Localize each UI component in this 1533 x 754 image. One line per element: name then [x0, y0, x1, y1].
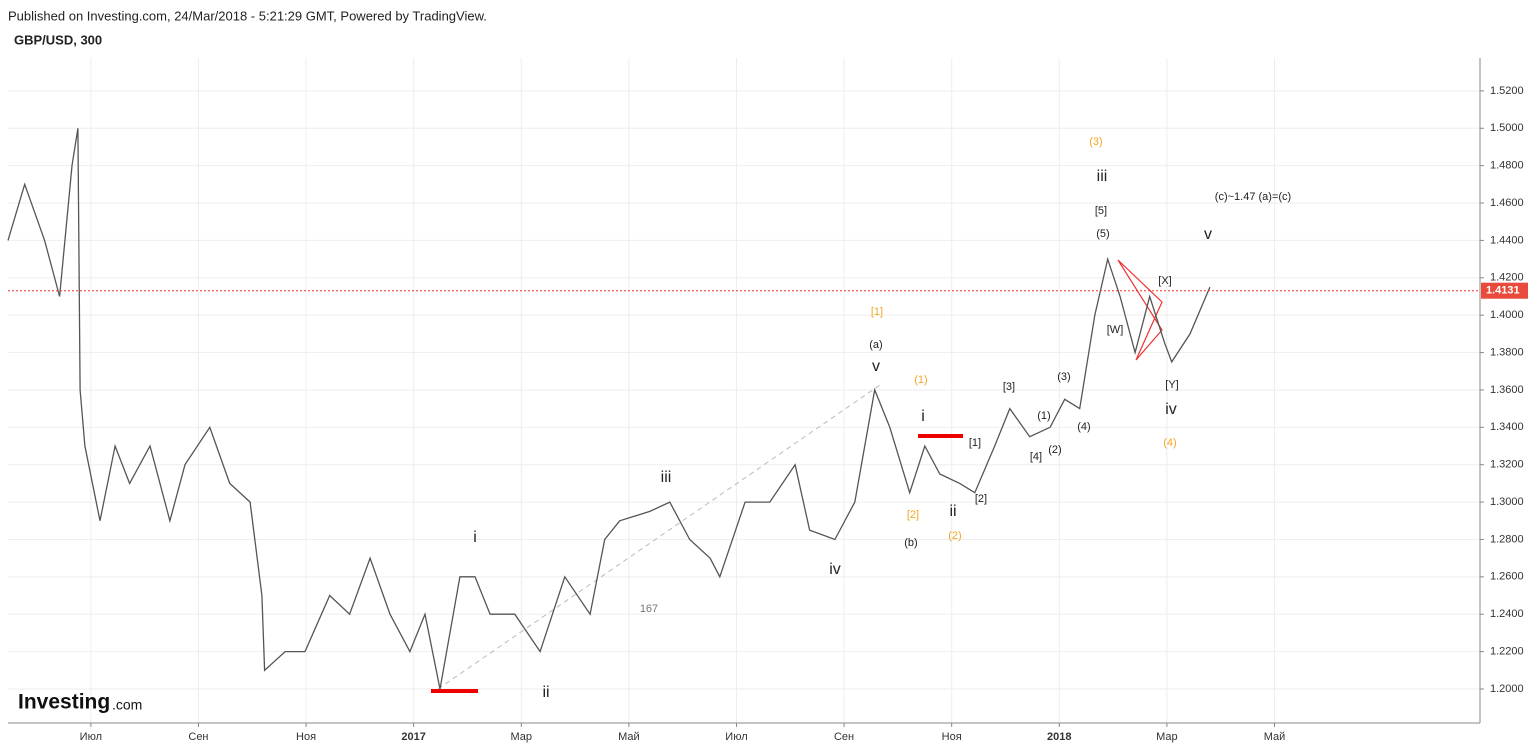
- x-tick-label: Июл: [80, 731, 102, 743]
- wave-label: (4): [1077, 421, 1090, 433]
- y-tick-label: 1.3000: [1490, 496, 1524, 508]
- y-tick-label: 1.2400: [1490, 608, 1524, 620]
- wave-label: i: [921, 408, 925, 425]
- y-tick-label: 1.3600: [1490, 384, 1524, 396]
- y-tick-label: 1.3400: [1490, 421, 1524, 433]
- y-tick-label: 1.3800: [1490, 346, 1524, 358]
- wave-label: [Y]: [1165, 379, 1178, 391]
- x-tick-label: Май: [618, 731, 640, 743]
- wave-label: [1]: [969, 437, 981, 449]
- wave-label: (2): [1048, 444, 1061, 456]
- logo: Investing: [18, 691, 110, 714]
- wave-label: 167: [640, 603, 658, 615]
- y-tick-label: 1.5200: [1490, 85, 1524, 97]
- wave-label: (5): [1096, 228, 1109, 240]
- wave-label: iv: [1165, 401, 1177, 418]
- wave-label: ii: [949, 503, 956, 520]
- wave-label: [W]: [1107, 324, 1124, 336]
- wave-label: [2]: [907, 509, 919, 521]
- wave-label: (b): [904, 537, 917, 549]
- wave-label: v: [872, 358, 880, 375]
- wave-label: ii: [542, 684, 549, 701]
- wave-label: (c)~1.47 (a)=(c): [1215, 191, 1291, 203]
- wave-label: iii: [661, 469, 672, 486]
- y-tick-label: 1.4000: [1490, 309, 1524, 321]
- wave-label: iii: [1097, 168, 1108, 185]
- y-tick-label: 1.4400: [1490, 234, 1524, 246]
- wave-label: (a): [869, 339, 882, 351]
- x-tick-label: Мар: [1156, 731, 1178, 743]
- x-tick-label: 2017: [401, 731, 425, 743]
- y-tick-label: 1.2200: [1490, 646, 1524, 658]
- wave-label: [2]: [975, 493, 987, 505]
- wave-label: [4]: [1030, 451, 1042, 463]
- published-note: Published on Investing.com, 24/Mar/2018 …: [8, 8, 487, 23]
- y-tick-label: 1.5000: [1490, 122, 1524, 134]
- x-tick-label: Ноя: [942, 731, 962, 743]
- y-tick-label: 1.2800: [1490, 533, 1524, 545]
- wave-label: (1): [914, 374, 927, 386]
- symbol: GBP/USD, 300: [14, 32, 102, 47]
- x-tick-label: Май: [1264, 731, 1286, 743]
- wave-label: [X]: [1158, 275, 1171, 287]
- x-tick-label: Сен: [834, 731, 854, 743]
- price-line: [7, 128, 1211, 690]
- y-tick-label: 1.4800: [1490, 160, 1524, 172]
- last-price-tag: [1481, 282, 1528, 299]
- last-price-label: 1.4131: [1486, 285, 1520, 297]
- x-tick-label: Ноя: [296, 731, 316, 743]
- x-tick-label: Мар: [510, 731, 532, 743]
- wave-label: v: [1204, 226, 1212, 243]
- wave-label: iv: [829, 561, 841, 578]
- wave-label: (1): [1037, 410, 1050, 422]
- x-tick-label: Июл: [725, 731, 747, 743]
- y-tick-label: 1.4600: [1490, 197, 1524, 209]
- wave-label: [3]: [1003, 381, 1015, 393]
- wave-label: [1]: [871, 306, 883, 318]
- y-tick-label: 1.4200: [1490, 272, 1524, 284]
- logo-suffix: .com: [112, 697, 142, 713]
- wave-label: (4): [1163, 437, 1176, 449]
- x-tick-label: 2018: [1047, 731, 1071, 743]
- y-tick-label: 1.3200: [1490, 459, 1524, 471]
- wave-label: (2): [948, 530, 961, 542]
- y-tick-label: 1.2000: [1490, 683, 1524, 695]
- wave-label: [5]: [1095, 205, 1107, 217]
- wave-label: i: [473, 529, 477, 546]
- y-tick-label: 1.2600: [1490, 571, 1524, 583]
- wave-label: (3): [1057, 371, 1070, 383]
- x-tick-label: Сен: [188, 731, 208, 743]
- wave-label: (3): [1089, 136, 1102, 148]
